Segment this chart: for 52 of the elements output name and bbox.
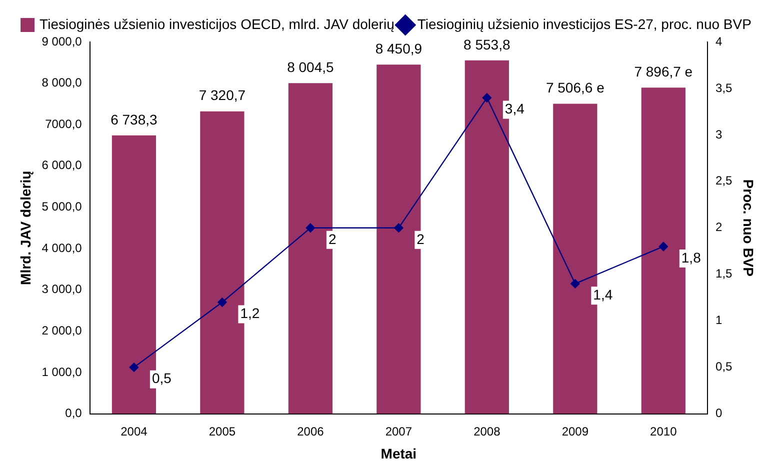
x-tick-label: 2010 [650, 424, 678, 438]
y2-tick-label: 1 [716, 313, 723, 328]
y-tick-label: 3 000,0 [42, 282, 82, 296]
point [306, 223, 316, 232]
y-tick-label: 8 000,0 [42, 76, 82, 90]
y2-tick-label: 0 [716, 406, 723, 420]
data-label: 8 553,8 [464, 36, 510, 52]
x-tick-label: 2009 [562, 424, 589, 438]
x-tick-label: 2006 [297, 424, 324, 438]
y-tick-label: 6 000,0 [42, 158, 82, 172]
y2-tick-label: 0,5 [716, 360, 733, 374]
data-label: 2 [328, 230, 336, 247]
y2-tick-label: 1,5 [716, 266, 733, 281]
y-tick-label: 0,0 [65, 406, 82, 420]
data-label: 8 450,9 [375, 40, 422, 57]
x-tick-label: 2008 [474, 424, 501, 438]
data-label: 1,8 [681, 249, 702, 266]
data-label: 1,2 [240, 305, 260, 322]
point [129, 362, 139, 372]
data-label: 6 738,3 [110, 111, 158, 128]
y-axis-title: Mlrd. JAV dolerių [17, 170, 34, 285]
y-tick-label: 9 000,0 [42, 34, 82, 48]
x-axis-title: Metai [380, 445, 417, 462]
y2-axis-title: Proc. nuo BVP [740, 179, 757, 277]
point [570, 279, 580, 288]
y2-tick-label: 4 [716, 34, 723, 48]
y-tick-label: 7000,0 [45, 116, 82, 131]
point [658, 242, 668, 252]
data-label: 8 004,5 [287, 58, 334, 75]
data-label: 1,4 [593, 286, 613, 303]
point [218, 298, 227, 307]
x-tick-label: 2007 [385, 424, 412, 438]
y2-tick-label: 3,5 [716, 80, 733, 95]
data-label: 7 896,7 e [634, 63, 693, 80]
data-label: 3,4 [504, 100, 525, 117]
data-label: 7 320,7 [198, 87, 246, 104]
legend-label: Tiesioginių užsienio investicijos ES-27, proc. nuo BVP [417, 16, 752, 32]
data-label: 7 506,6 e [546, 80, 605, 96]
y-tick-label: 2 000,0 [42, 323, 82, 338]
point [394, 223, 404, 232]
legend-label: Tiesioginės užsienio investicijos OECD, mlrd. JAV dolerių [40, 16, 395, 32]
y-tick-label: 5 000,0 [42, 200, 82, 214]
y-tick-label: 4 000,0 [42, 240, 82, 255]
point [482, 93, 492, 102]
y2-tick-label: 2 [716, 220, 723, 234]
x-tick-label: 2005 [208, 424, 236, 438]
x-tick-label: 2004 [120, 424, 148, 438]
y2-tick-label: 2,5 [716, 174, 733, 188]
y2-tick-label: 3 [716, 127, 723, 142]
y-tick-label: 1 000,0 [42, 364, 82, 379]
data-label: 2 [416, 230, 425, 247]
data-label: 0,5 [152, 370, 172, 386]
